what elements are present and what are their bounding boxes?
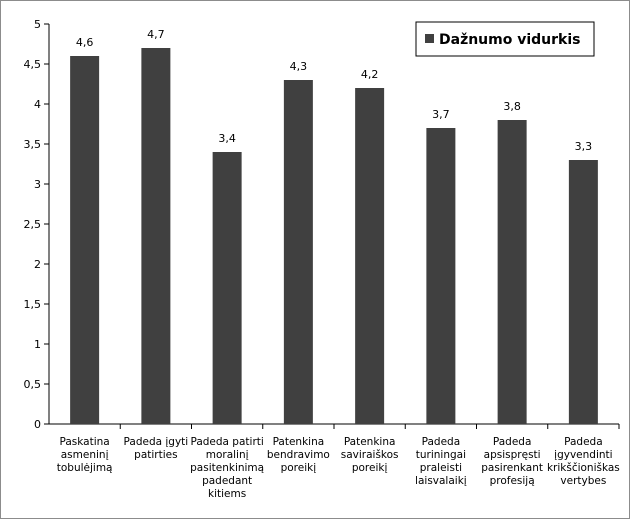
bar (497, 120, 527, 424)
bar (141, 48, 171, 424)
y-tick-label: 4,5 (24, 58, 42, 71)
legend: Dažnumo vidurkis (415, 21, 595, 57)
y-tick-label: 2,5 (24, 218, 42, 231)
legend-swatch (425, 34, 434, 43)
y-tick-label: 3 (34, 178, 41, 191)
bar (283, 80, 313, 424)
legend-box (415, 21, 595, 57)
y-tick-label: 0,5 (24, 378, 42, 391)
data-labels: 4,6 4,7 3,4 4,3 4,2 3,7 3,8 3,3 (76, 28, 592, 153)
data-label: 4,6 (76, 36, 94, 49)
category-label: Padeda turiningai praleisti laisvalaikį (415, 436, 467, 487)
y-axis-ticks: 0 0,5 1 1,5 2 2,5 3 3,5 4 4,5 5 (24, 18, 49, 431)
category-label: Patenkina bendravimo poreikį (267, 436, 330, 474)
data-label: 4,2 (361, 68, 379, 81)
data-label: 3,4 (218, 132, 236, 145)
data-label: 4,3 (290, 60, 308, 73)
category-label: Padeda apsispręsti pasirenkant profesiją (481, 436, 543, 487)
data-label: 3,7 (432, 108, 450, 121)
category-label: Padeda patirti moralinį pasitenkinimą paded… (190, 436, 264, 500)
category-label: Patenkina saviraiškos poreikį (341, 436, 399, 474)
y-tick-label: 2 (34, 258, 41, 271)
category-label: Padeda įgyti patirties (124, 436, 189, 461)
y-tick-label: 3,5 (24, 138, 42, 151)
y-tick-label: 1 (34, 338, 41, 351)
category-label: Paskatina asmeninį tobulėjimą (57, 436, 113, 474)
bar (568, 160, 598, 424)
bar (355, 88, 385, 424)
y-tick-label: 5 (34, 18, 41, 31)
chart-axes (48, 24, 620, 429)
y-tick-label: 1,5 (24, 298, 42, 311)
data-label: 4,7 (147, 28, 165, 41)
bars-group (70, 48, 598, 424)
bar (70, 56, 100, 424)
category-labels: Paskatina asmeninį tobulėjimą Padeda įgyti p… (57, 436, 620, 500)
data-label: 3,8 (503, 100, 521, 113)
y-tick-label: 4 (34, 98, 41, 111)
legend-label: Dažnumo vidurkis (439, 32, 581, 48)
data-label: 3,3 (575, 140, 593, 153)
bar (426, 128, 456, 424)
bar (212, 152, 242, 424)
y-tick-label: 0 (34, 418, 41, 431)
category-label: Padeda įgyvendinti krikščioniškas vertybes (547, 436, 620, 487)
